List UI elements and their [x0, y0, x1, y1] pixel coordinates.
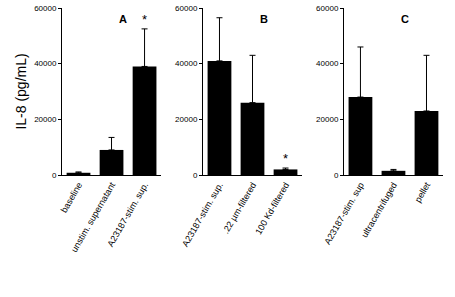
svg-text:A23187-stim. sup.: A23187-stim. sup.: [180, 181, 225, 249]
svg-text:*: *: [283, 151, 288, 166]
svg-text:60000: 60000: [175, 4, 198, 13]
svg-text:C: C: [401, 13, 409, 25]
svg-text:.22 µm-filtered: .22 µm-filtered: [221, 181, 259, 236]
svg-text:20000: 20000: [175, 115, 198, 124]
svg-text:IL-8 (pg/mL): IL-8 (pg/mL): [13, 53, 29, 129]
svg-text:A23187-stim. sup.: A23187-stim. sup.: [105, 181, 150, 249]
svg-text:0: 0: [52, 171, 57, 180]
svg-text:*: *: [142, 12, 147, 27]
svg-text:20000: 20000: [316, 115, 339, 124]
svg-text:baseline: baseline: [59, 181, 84, 215]
svg-text:100 Kd-filtered: 100 Kd-filtered: [253, 181, 291, 237]
svg-text:0: 0: [193, 171, 198, 180]
svg-text:20000: 20000: [34, 115, 57, 124]
svg-text:60000: 60000: [34, 4, 57, 13]
svg-text:40000: 40000: [316, 59, 339, 68]
svg-text:40000: 40000: [34, 59, 57, 68]
svg-text:60000: 60000: [316, 4, 339, 13]
svg-text:0: 0: [334, 171, 339, 180]
svg-text:40000: 40000: [175, 59, 198, 68]
svg-text:pellet: pellet: [413, 180, 433, 204]
svg-text:ultracentrifuged: ultracentrifuged: [359, 181, 399, 240]
svg-text:A23187-stim. sup: A23187-stim. sup: [322, 181, 366, 247]
svg-text:A: A: [119, 13, 127, 25]
svg-text:unstim. supernatant: unstim. supernatant: [69, 180, 117, 254]
svg-text:B: B: [260, 13, 268, 25]
